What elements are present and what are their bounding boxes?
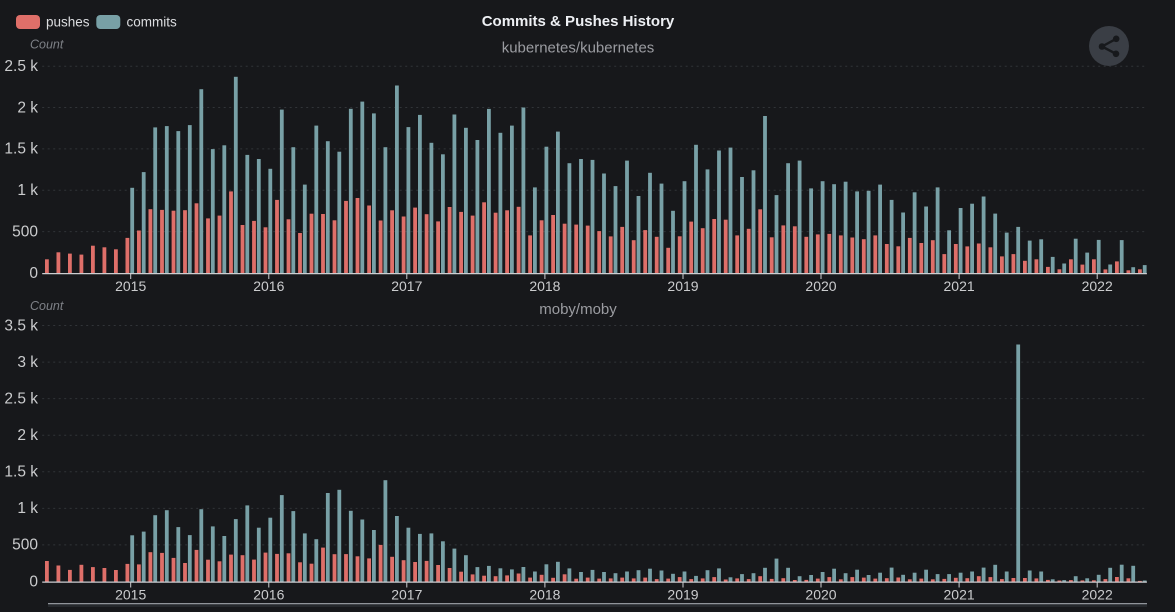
svg-text:2022: 2022 xyxy=(1082,587,1113,603)
svg-text:2020: 2020 xyxy=(805,587,836,603)
svg-text:2019: 2019 xyxy=(667,587,698,603)
svg-text:2.5 k: 2.5 k xyxy=(4,390,38,407)
svg-text:0: 0 xyxy=(29,265,38,282)
svg-text:2.5 k: 2.5 k xyxy=(4,58,38,75)
svg-text:2015: 2015 xyxy=(115,278,146,294)
svg-text:1.5 k: 1.5 k xyxy=(4,464,38,481)
svg-text:Count: Count xyxy=(30,299,64,313)
svg-text:1 k: 1 k xyxy=(17,182,38,199)
svg-text:1 k: 1 k xyxy=(17,500,38,517)
svg-text:2016: 2016 xyxy=(253,278,284,294)
svg-text:500: 500 xyxy=(12,537,38,554)
svg-text:2019: 2019 xyxy=(667,278,698,294)
svg-text:kubernetes/kubernetes: kubernetes/kubernetes xyxy=(502,40,655,57)
svg-text:2021: 2021 xyxy=(944,587,975,603)
svg-text:2020: 2020 xyxy=(805,278,836,294)
svg-text:pushes: pushes xyxy=(46,15,90,30)
svg-text:2015: 2015 xyxy=(115,587,146,603)
svg-text:commits: commits xyxy=(127,15,177,30)
svg-text:moby/moby: moby/moby xyxy=(539,301,617,318)
svg-text:2 k: 2 k xyxy=(17,99,38,116)
svg-text:Commits & Pushes History: Commits & Pushes History xyxy=(482,13,675,30)
svg-text:3.5 k: 3.5 k xyxy=(4,317,38,334)
svg-text:2016: 2016 xyxy=(253,587,284,603)
svg-text:0: 0 xyxy=(29,573,38,590)
svg-text:500: 500 xyxy=(12,223,38,240)
svg-text:2021: 2021 xyxy=(944,278,975,294)
svg-text:2017: 2017 xyxy=(391,587,422,603)
svg-text:2017: 2017 xyxy=(391,278,422,294)
svg-text:2022: 2022 xyxy=(1082,278,1113,294)
svg-text:2 k: 2 k xyxy=(17,427,38,444)
svg-text:Count: Count xyxy=(30,38,64,52)
svg-text:3 k: 3 k xyxy=(17,354,38,371)
svg-text:2018: 2018 xyxy=(529,278,560,294)
svg-text:1.5 k: 1.5 k xyxy=(4,141,38,158)
svg-text:2018: 2018 xyxy=(529,587,560,603)
